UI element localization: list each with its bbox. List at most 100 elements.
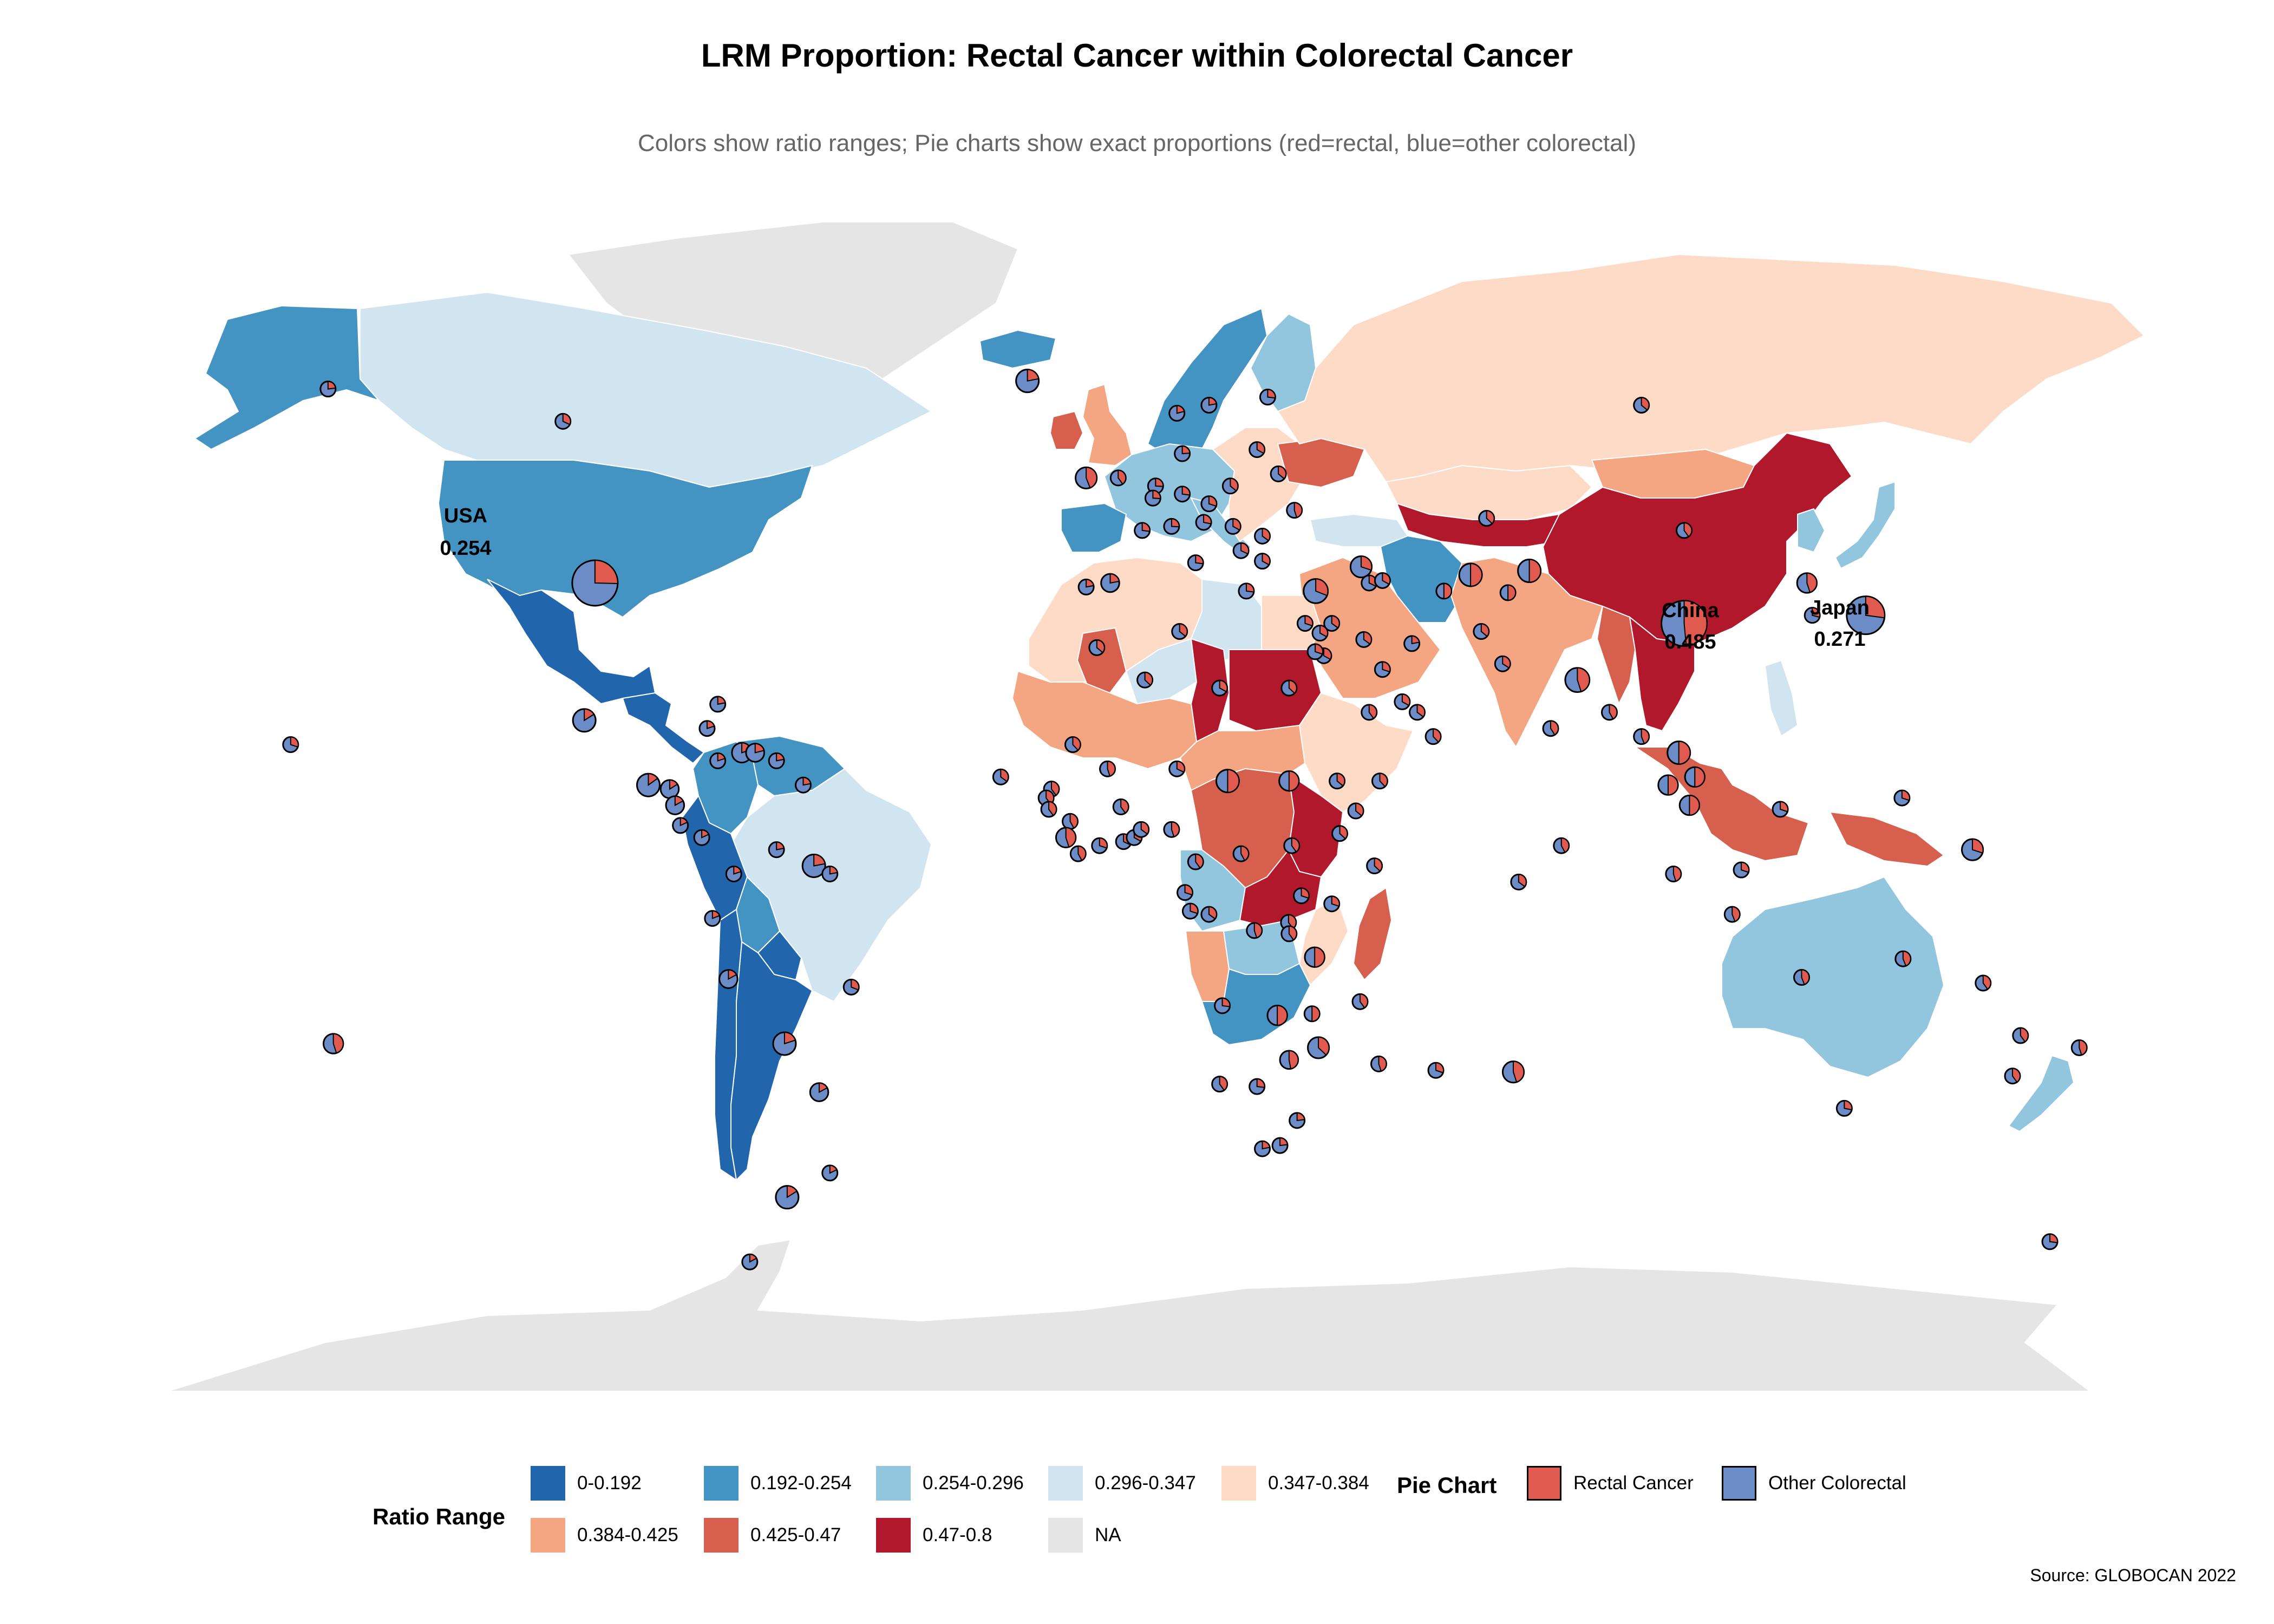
pie-rectal-slice [1262,1141,1271,1150]
pie-bahamas [709,696,727,713]
pie-rectal-slice [754,743,765,754]
pie-rectal-slice [1219,680,1228,693]
pie-russia [1633,396,1650,414]
pie-rectal-slice [1331,895,1340,907]
pie-sierra-leone [1055,827,1077,848]
pie-rectal-slice [1560,837,1570,853]
pie-rectal-slice [1230,477,1239,492]
legend-ratio-title: Ratio Range [373,1504,506,1529]
pie-rectal-slice [1318,1036,1330,1056]
pie-rectal-slice [1507,584,1517,601]
pie-rectal-slice [1077,846,1087,861]
pie-azerbaijan [1374,572,1391,589]
pie-rectal-slice [1262,528,1271,541]
legend-swatch [1048,1518,1083,1553]
pie-rectal-slice [562,413,571,425]
pie-morocco [1088,639,1106,656]
pie-rectal-slice [1359,993,1368,1009]
pie-rectal-slice [1363,631,1372,645]
pie-rectal-slice [1262,553,1271,566]
pie-cuba [698,720,716,737]
pie-rectal-slice [776,841,785,850]
pie-rectal-slice [1382,572,1391,585]
country-layer [167,221,2145,1392]
pie-rectal-slice [1296,1112,1305,1121]
pie-rectal-slice [669,779,678,790]
pie-rectal-slice [1245,582,1254,593]
pie-finland [1259,389,1276,406]
pie-rectal-slice [1221,997,1231,1007]
legend-pie-title: Pie Chart [1397,1472,1497,1498]
pie-rectal-slice [1219,1076,1228,1091]
pie-rectal-slice [1048,801,1057,816]
pie-somalia [1366,857,1383,875]
pie-rectal-slice [1641,397,1650,411]
pie-rectal-slice [1278,466,1287,480]
pie-rectal-slice [679,817,688,827]
pie-rectal-slice [1528,559,1541,583]
pie-rectal-slice [1277,1005,1288,1026]
region-japan [1834,481,1896,569]
legend-label: 0-0.192 [577,1472,642,1494]
callout-china-name: China [1662,599,1719,622]
pie-oman [1424,728,1442,745]
pie-sudan [1278,770,1300,792]
pie-rectal-slice [813,854,826,867]
pie-belarus [1270,465,1287,482]
region-spain [1061,502,1127,553]
pie-rectal-slice [783,1031,796,1045]
pie-rectal-slice [1144,672,1153,686]
pie-rectal-slice [1433,728,1442,743]
pie-uganda [1293,887,1310,905]
pie-rectal-slice [701,829,710,839]
pie-rectal-slice [2020,1027,2029,1043]
region-iceland [979,329,1057,369]
pie-rectal-slice [1435,1062,1444,1073]
pie-rectal-slice [1901,790,1910,801]
pie-rectal-slice [1267,389,1276,399]
pie-cyprus [1296,615,1314,632]
pie-rectal-slice [1812,607,1821,618]
legend-item-pie: Rectal Cancer [1527,1466,1694,1501]
pie-rectal-slice [1152,490,1161,500]
pie-guinea [1062,813,1079,830]
map-title: LRM Proportion: Rectal Cancer within Col… [701,37,1573,74]
callout-usa-name: USA [444,505,487,527]
legend-swatch [1527,1466,1561,1501]
pie-rectal-slice [1315,578,1329,597]
pie-mauritania [1064,736,1081,754]
pie-rectal-slice [1315,643,1324,655]
pie-bulgaria [1254,553,1271,570]
pie-cameroon [1187,853,1204,870]
pie-ethiopia [1331,825,1349,842]
pie-rectal-slice [594,559,618,585]
pie-rectal-slice [1120,798,1129,814]
pie-rectal-slice [1195,554,1204,565]
region-philippines [1764,659,1799,737]
pie-qatar [1394,693,1411,710]
pie-guinea-bissau [1040,801,1057,818]
pie-kenya [1323,895,1341,913]
pie-bolivia [772,1031,797,1056]
pie-czechia [1200,495,1218,513]
pie-rectal-slice [648,773,658,787]
pie-rectal-slice [1801,969,1810,985]
pie-rectal-slice [1288,680,1297,695]
pie-costa-rica [672,817,689,834]
pie-rectal-slice [1301,887,1310,899]
pie-nicaragua [665,795,685,815]
pie-rectal-slice [584,708,595,722]
pie-argentina [775,1185,800,1210]
pie-rectal-slice [1689,795,1700,816]
pie-ukraine [1286,502,1303,519]
region-namibia [1185,931,1230,1002]
callout-china-ratio: 0.485 [1664,631,1716,653]
pie-solomon-islands [1975,974,1992,992]
region-ethiopia [1298,692,1414,813]
pie-rectal-slice [851,979,860,991]
region-alaska [194,305,381,450]
pie-guyana [801,854,826,879]
pie-liberia [1069,845,1087,862]
pie-chad [1215,769,1240,794]
